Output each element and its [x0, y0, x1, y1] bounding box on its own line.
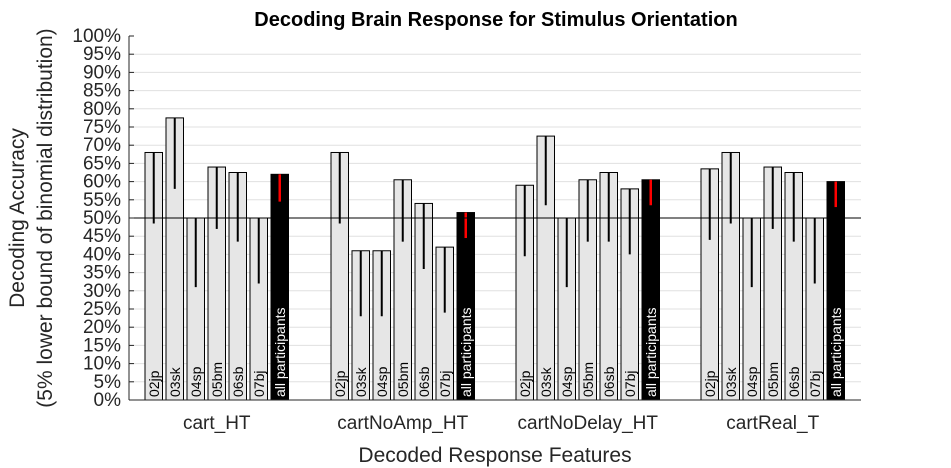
- bar-label: all participants: [643, 308, 659, 398]
- chart-title: Decoding Brain Response for Stimulus Ori…: [254, 9, 737, 31]
- bar-label: 06sb: [230, 366, 246, 397]
- y-tick-label: 95%: [83, 44, 121, 65]
- y-tick-label: 85%: [83, 81, 121, 102]
- y-tick-label: 80%: [83, 99, 121, 120]
- y-tick-label: 70%: [83, 135, 121, 156]
- bar-label: 07bj: [807, 371, 823, 397]
- bar-label: 07bj: [437, 371, 453, 397]
- y-tick-label: 0%: [94, 390, 122, 411]
- y-axis-label-line2: (5% lower bound of binomial distribution…: [34, 28, 57, 407]
- bar-label: 07bj: [251, 371, 267, 397]
- bar-label: all participants: [828, 308, 844, 398]
- x-category-labels: cart_HT cartNoAmp_HT cartNoDelay_HT cartRea…: [183, 413, 820, 434]
- bar-label: 04sp: [559, 366, 575, 397]
- y-ticks: 0%5%10%15%20%25%30%35%40%45%50%55%60%65%…: [72, 26, 134, 411]
- bar-label: 04sp: [188, 366, 204, 397]
- bar-label: 06sb: [786, 366, 802, 397]
- bar-label: 04sp: [374, 366, 390, 397]
- bar-label: 03sk: [167, 366, 183, 397]
- bar-label: 03sk: [538, 366, 554, 397]
- x-category-label: cartReal_T: [726, 413, 819, 434]
- y-tick-label: 100%: [72, 26, 121, 47]
- bar-label: 02jp: [517, 370, 533, 397]
- y-tick-label: 15%: [83, 335, 121, 356]
- y-tick-label: 35%: [83, 263, 121, 284]
- y-tick-label: 40%: [83, 244, 121, 265]
- y-tick-label: 5%: [94, 372, 122, 393]
- bar-label: 06sb: [416, 366, 432, 397]
- y-tick-label: 45%: [83, 226, 121, 247]
- y-tick-label: 50%: [83, 208, 121, 229]
- bar-label: 07bj: [622, 371, 638, 397]
- bar-label: 03sk: [723, 366, 739, 397]
- y-tick-label: 30%: [83, 281, 121, 302]
- bar-label: 05bm: [209, 362, 225, 397]
- y-tick-label: 75%: [83, 117, 121, 138]
- bar-label: 02jp: [702, 370, 718, 397]
- bar-label: 06sb: [601, 366, 617, 397]
- bar-label: 05bm: [395, 362, 411, 397]
- x-category-label: cartNoDelay_HT: [518, 413, 659, 434]
- y-tick-label: 20%: [83, 317, 121, 338]
- bar-label: 05bm: [580, 362, 596, 397]
- y-tick-label: 60%: [83, 172, 121, 193]
- y-tick-label: 90%: [83, 62, 121, 83]
- bar-label: 05bm: [765, 362, 781, 397]
- x-axis-label: Decoded Response Features: [358, 444, 631, 467]
- y-tick-label: 10%: [83, 354, 121, 375]
- y-tick-label: 55%: [83, 190, 121, 211]
- bar-label: 04sp: [744, 366, 760, 397]
- bar-label: 03sk: [353, 366, 369, 397]
- bar-label: 02jp: [146, 370, 162, 397]
- y-axis-label-line1: Decoding Accuracy: [6, 128, 29, 308]
- x-category-label: cartNoAmp_HT: [337, 413, 468, 434]
- y-tick-label: 25%: [83, 299, 121, 320]
- x-category-label: cart_HT: [183, 413, 251, 434]
- bar-label: 02jp: [332, 370, 348, 397]
- y-tick-label: 65%: [83, 153, 121, 174]
- bar-label: all participants: [272, 308, 288, 398]
- bar-label: all participants: [458, 308, 474, 398]
